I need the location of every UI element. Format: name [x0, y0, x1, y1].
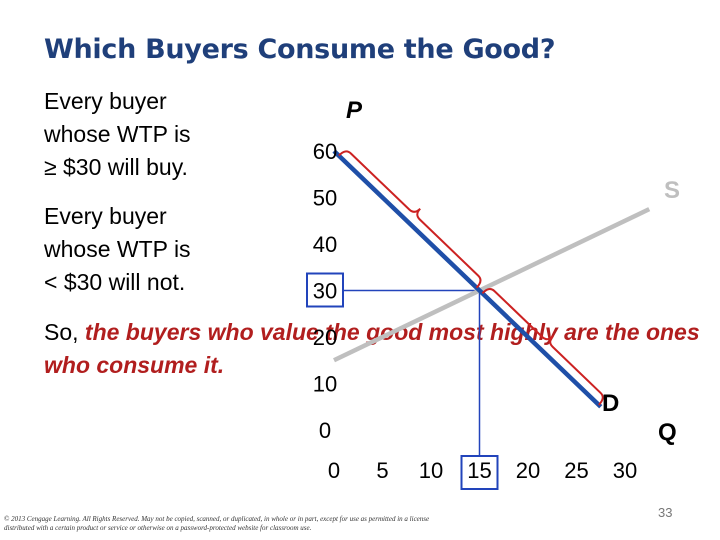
conclusion-text: So, the buyers who value the good most h… — [44, 316, 720, 382]
x-tick-label: 25 — [564, 458, 588, 483]
x-tick-label: 20 — [516, 458, 540, 483]
conclusion-emphasis: the buyers who value the good most highl… — [44, 319, 700, 378]
demand-curve — [332, 149, 603, 409]
y-tick-label: 60 — [313, 139, 337, 164]
page-number: 33 — [658, 505, 673, 520]
demand-label: D — [602, 390, 619, 417]
upper-segment-brace — [338, 150, 482, 289]
lower-segment-brace — [481, 288, 604, 406]
y-tick-label: 20 — [313, 325, 337, 350]
x-tick-label: 15 — [467, 458, 491, 483]
x-tick-label: 0 — [328, 458, 340, 483]
slide-title: Which Buyers Consume the Good? — [44, 34, 556, 65]
y-tick-label: 0 — [319, 418, 331, 443]
x-tick-label: 30 — [613, 458, 637, 483]
conclusion-prefix: So, — [44, 319, 85, 345]
y-tick-label: 40 — [313, 232, 337, 257]
buyers-who-dont-text: Every buyer whose WTP is < $30 will not. — [44, 203, 191, 295]
y-axis-ticks: 0 10 20 30 40 50 60 — [313, 139, 337, 443]
y-tick-label: 30 — [313, 279, 337, 304]
buyers-who-buy-text: Every buyer whose WTP is ≥ $30 will buy. — [44, 88, 191, 180]
y-axis-label: P — [346, 97, 363, 124]
supply-label: S — [664, 177, 680, 204]
x-axis-ticks: 0 5 10 15 20 25 30 — [328, 458, 637, 483]
x-tick-label: 5 — [376, 458, 388, 483]
x-tick-label: 10 — [419, 458, 443, 483]
supply-curve — [333, 207, 651, 363]
x-axis-label: Q — [658, 419, 677, 446]
copyright-notice: © 2013 Cengage Learning. All Rights Rese… — [4, 515, 430, 532]
y-tick-label: 10 — [313, 372, 337, 397]
y-tick-label: 50 — [313, 186, 337, 211]
